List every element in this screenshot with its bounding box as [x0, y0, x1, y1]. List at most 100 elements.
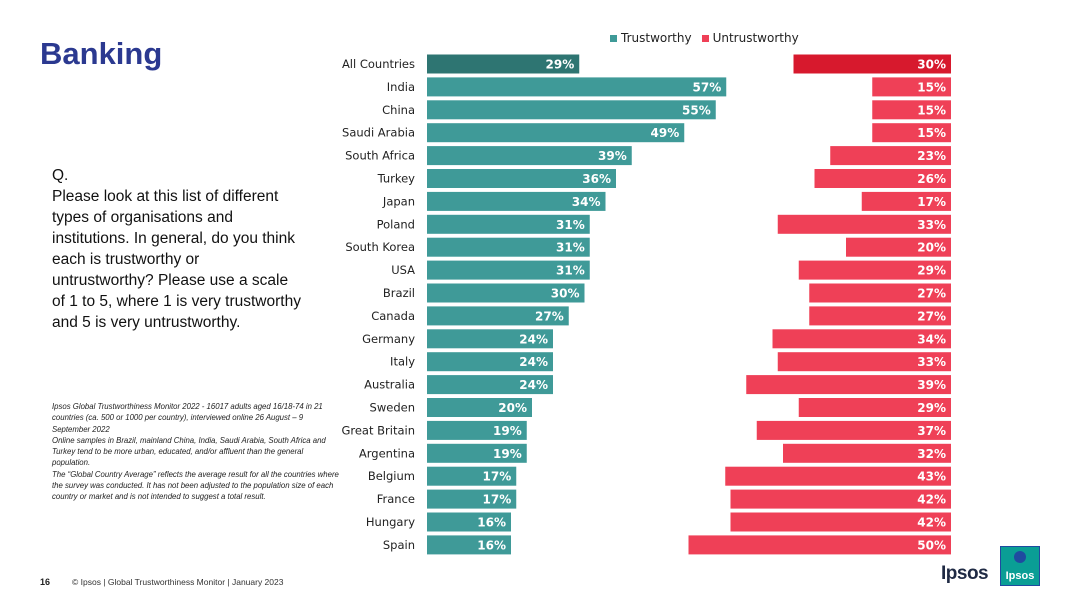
value-label-untrustworthy-argentina: 32% [917, 447, 946, 461]
value-label-untrustworthy-belgium: 43% [917, 470, 946, 484]
chart-legend: Trustworthy Untrustworthy [610, 31, 799, 45]
bar-trustworthy-sweden [427, 398, 532, 417]
brand-wordmark: Ipsos [941, 563, 989, 584]
value-label-untrustworthy-sweden: 29% [917, 401, 946, 415]
value-label-trustworthy-usa: 31% [556, 264, 585, 278]
value-label-untrustworthy-poland: 33% [917, 218, 946, 232]
value-label-untrustworthy-all-countries: 30% [917, 58, 946, 72]
category-label-poland: Poland [377, 217, 415, 231]
bar-trustworthy-brazil [427, 283, 585, 303]
bar-untrustworthy-spain [688, 535, 951, 555]
note-sample: Ipsos Global Trustworthiness Monitor 202… [52, 402, 323, 434]
legend-label-untrustworthy: Untrustworthy [712, 31, 799, 45]
category-label-great-britain: Great Britain [341, 423, 415, 437]
category-label-belgium: Belgium [368, 469, 415, 483]
bar-trustworthy-italy [427, 352, 553, 372]
category-label-japan: Japan [382, 194, 415, 208]
note-average: The “Global Country Average” reflects th… [52, 469, 339, 502]
value-label-trustworthy-south-africa: 39% [598, 149, 627, 163]
bar-trustworthy-turkey [427, 169, 616, 188]
category-label-argentina: Argentina [359, 446, 415, 460]
bar-trustworthy-india [427, 77, 727, 97]
methodology-notes: Ipsos Global Trustworthiness Monitor 202… [52, 401, 342, 503]
bar-trustworthy-canada [427, 306, 569, 326]
value-label-trustworthy-all-countries: 29% [546, 58, 575, 72]
bar-trustworthy-japan [427, 191, 606, 211]
bar-trustworthy-hungary [427, 512, 511, 532]
legend-swatch-untrustworthy [701, 34, 709, 42]
value-label-untrustworthy-spain: 50% [917, 538, 946, 552]
value-label-untrustworthy-china: 15% [917, 103, 946, 117]
value-label-trustworthy-canada: 27% [535, 309, 564, 323]
bar-untrustworthy-usa [798, 260, 951, 280]
bar-untrustworthy-saudi-arabia [872, 123, 951, 143]
bar-untrustworthy-argentina [783, 443, 951, 463]
bar-untrustworthy-germany [772, 329, 951, 349]
question-label: Q. [52, 167, 69, 184]
bar-trustworthy-south-korea [427, 237, 590, 257]
value-label-untrustworthy-australia: 39% [917, 378, 946, 392]
category-label-france: France [377, 492, 415, 506]
category-label-turkey: Turkey [377, 172, 416, 186]
value-label-untrustworthy-turkey: 26% [917, 172, 946, 186]
value-label-untrustworthy-great-britain: 37% [917, 424, 946, 438]
value-label-trustworthy-saudi-arabia: 49% [651, 126, 680, 140]
value-label-untrustworthy-italy: 33% [917, 355, 946, 369]
bar-trustworthy-argentina [427, 443, 527, 463]
bar-untrustworthy-canada [809, 306, 951, 326]
value-label-trustworthy-turkey: 36% [582, 172, 611, 186]
legend-item-trustworthy: Trustworthy [610, 31, 692, 45]
slide-title: Banking [40, 36, 163, 71]
footer-text: © Ipsos | Global Trustworthiness Monitor… [72, 577, 284, 587]
value-label-untrustworthy-hungary: 42% [917, 516, 946, 530]
value-label-trustworthy-argentina: 19% [493, 447, 522, 461]
bar-trustworthy-usa [427, 260, 590, 280]
value-label-trustworthy-italy: 24% [519, 355, 548, 369]
bar-trustworthy-saudi-arabia [427, 123, 685, 143]
category-label-italy: Italy [390, 355, 415, 369]
bar-trustworthy-all-countries [427, 54, 580, 74]
page-number: 16 [40, 577, 51, 587]
value-label-untrustworthy-germany: 34% [917, 332, 946, 346]
bar-untrustworthy-china [872, 100, 951, 120]
bar-trustworthy-france [427, 489, 517, 509]
bar-untrustworthy-india [872, 77, 951, 97]
value-label-untrustworthy-japan: 17% [917, 195, 946, 209]
value-label-trustworthy-australia: 24% [519, 378, 548, 392]
value-label-trustworthy-germany: 24% [519, 332, 548, 346]
category-label-saudi-arabia: Saudi Arabia [342, 126, 415, 140]
bar-untrustworthy-hungary [730, 512, 951, 532]
value-label-trustworthy-sweden: 20% [498, 401, 527, 415]
value-label-untrustworthy-south-korea: 20% [917, 241, 946, 255]
value-label-trustworthy-south-korea: 31% [556, 241, 585, 255]
bar-untrustworthy-all-countries [793, 54, 951, 74]
bar-untrustworthy-japan [861, 191, 951, 211]
legend-swatch-trustworthy [610, 34, 617, 42]
category-label-canada: Canada [371, 309, 415, 323]
bar-untrustworthy-australia [746, 375, 951, 395]
bar-untrustworthy-belgium [725, 466, 951, 486]
bar-untrustworthy-turkey [814, 169, 951, 188]
category-label-china: China [382, 103, 415, 117]
category-label-india: India [387, 80, 415, 94]
category-label-spain: Spain [383, 538, 415, 552]
value-label-untrustworthy-canada: 27% [917, 309, 946, 323]
bar-untrustworthy-south-korea [846, 237, 951, 257]
category-label-usa: USA [391, 263, 415, 277]
value-label-trustworthy-france: 17% [483, 493, 512, 507]
bar-untrustworthy-south-africa [830, 146, 951, 166]
bar-trustworthy-poland [427, 214, 590, 234]
bar-untrustworthy-great-britain [756, 420, 951, 440]
logo-circle [1014, 551, 1026, 563]
category-label-hungary: Hungary [366, 515, 415, 529]
category-label-all-countries: All Countries [342, 57, 415, 71]
bar-untrustworthy-poland [777, 214, 951, 234]
value-label-trustworthy-china: 55% [682, 103, 711, 117]
value-label-trustworthy-great-britain: 19% [493, 424, 522, 438]
category-label-sweden: Sweden [370, 401, 415, 415]
bar-trustworthy-australia [427, 375, 553, 395]
value-label-untrustworthy-brazil: 27% [917, 287, 946, 301]
bar-trustworthy-germany [427, 329, 553, 349]
value-label-untrustworthy-south-africa: 23% [917, 149, 946, 163]
